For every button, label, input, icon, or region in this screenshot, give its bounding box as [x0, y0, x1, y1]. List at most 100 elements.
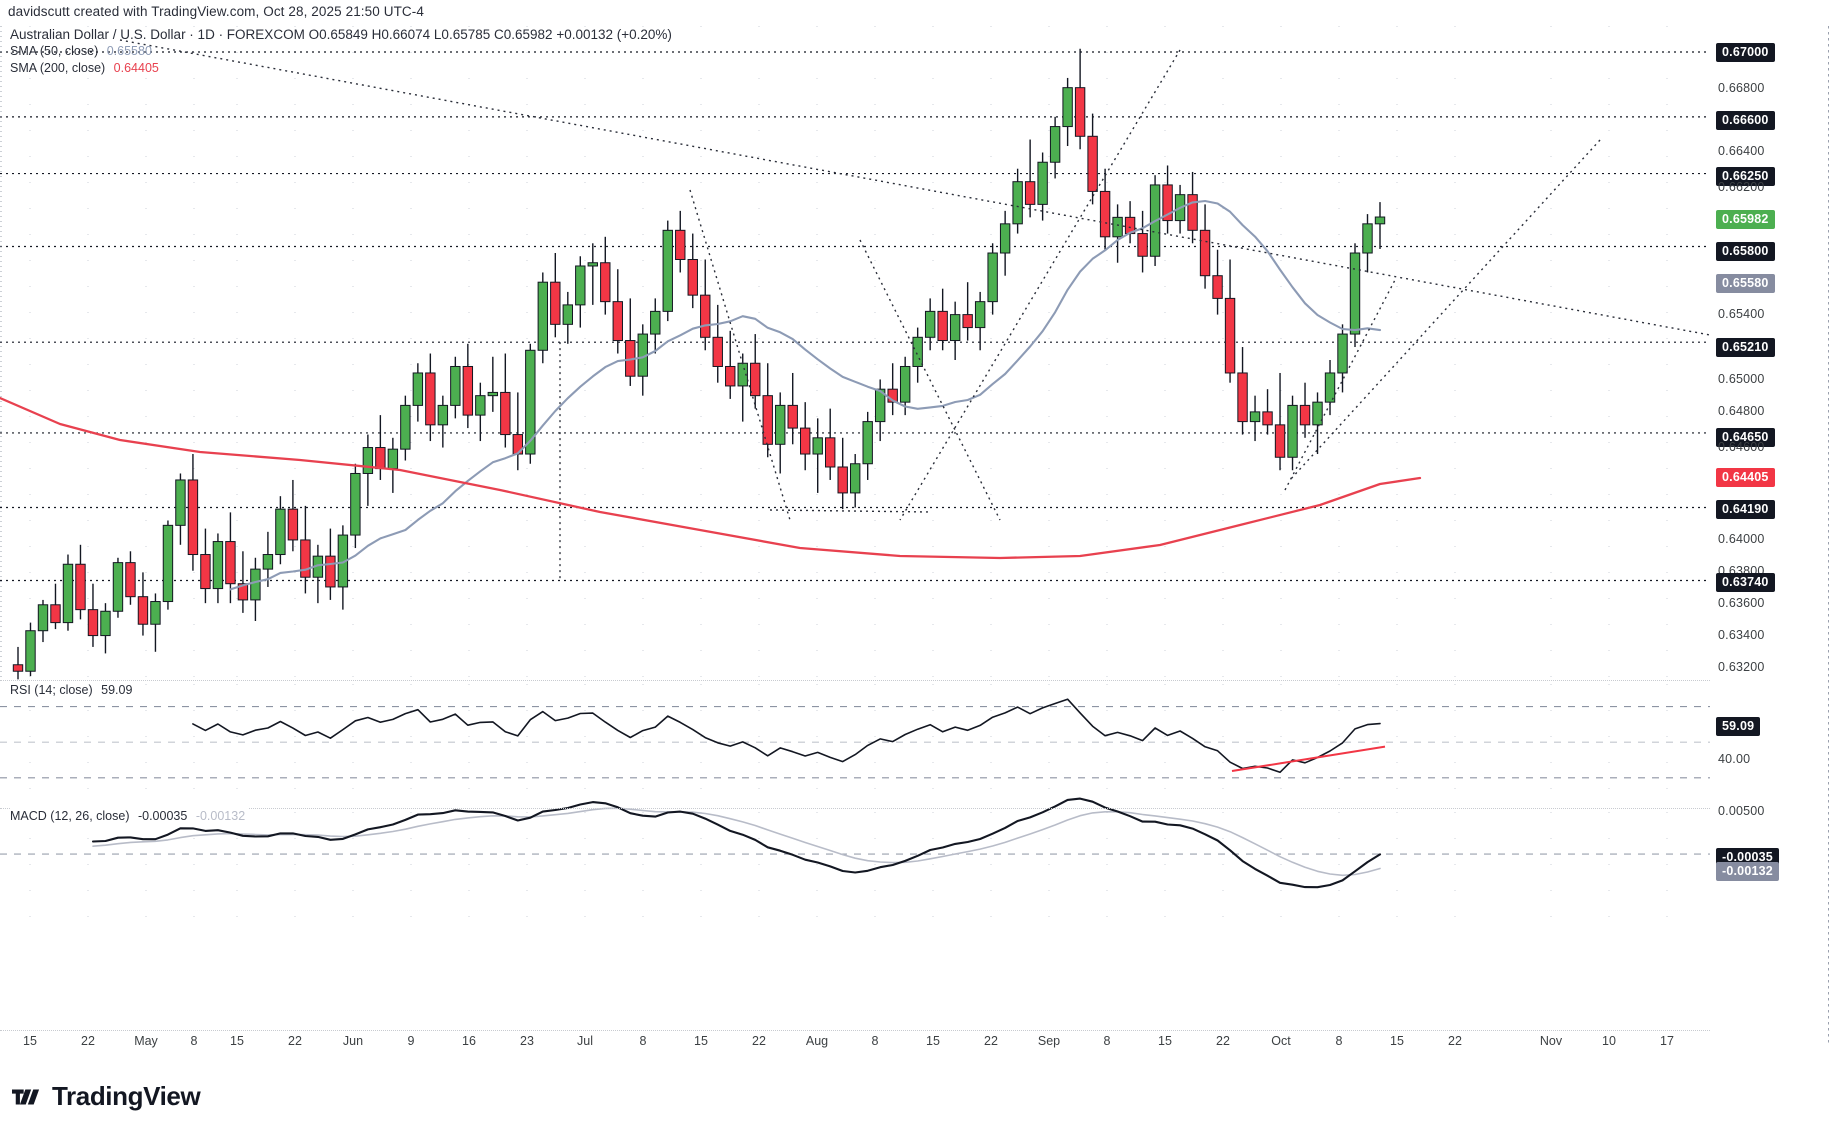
candlestick[interactable] [475, 382, 486, 442]
candlestick[interactable] [1299, 382, 1311, 438]
candlestick[interactable] [437, 395, 449, 448]
candlestick[interactable] [337, 525, 349, 610]
macd-line[interactable] [91, 797, 1382, 889]
wedge-lower-line[interactable] [859, 239, 1001, 521]
candlestick[interactable] [200, 528, 211, 604]
candlestick[interactable] [75, 544, 86, 620]
price-axis-tick-13[interactable]: 0.64650 [1716, 428, 1775, 447]
candlestick[interactable] [212, 533, 224, 604]
price-axis-tick-8[interactable]: 0.65580 [1716, 274, 1775, 293]
candlestick[interactable] [450, 356, 461, 419]
candlestick[interactable] [750, 334, 761, 409]
rising-channel-lower[interactable] [899, 49, 1181, 521]
candlestick[interactable] [250, 557, 261, 621]
candlestick[interactable] [937, 288, 948, 351]
candlestick[interactable] [874, 379, 886, 442]
rsi-axis-tick-0[interactable]: 59.09 [1716, 717, 1761, 736]
candlestick[interactable] [962, 282, 973, 341]
sma-200-line[interactable] [0, 396, 1422, 560]
candlestick[interactable] [800, 402, 811, 471]
candlestick[interactable] [350, 463, 361, 549]
wedge-upper-line[interactable] [689, 189, 791, 521]
candlestick[interactable] [175, 473, 186, 545]
price-axis-tick-10[interactable]: 0.65210 [1716, 338, 1775, 357]
candlestick[interactable] [1287, 395, 1298, 471]
macd-axis-tick-2[interactable]: -0.00132 [1716, 862, 1779, 881]
macd-legend[interactable]: MACD (12, 26, close) -0.00035 -0.00132 [10, 808, 250, 825]
price-axis-tick-2[interactable]: 0.66600 [1716, 111, 1775, 130]
candlestick[interactable] [1012, 168, 1023, 234]
candlestick[interactable] [1187, 171, 1198, 244]
candlestick[interactable] [862, 411, 873, 480]
candlestick[interactable] [725, 330, 736, 399]
candlestick[interactable] [487, 356, 499, 412]
candlestick[interactable] [1374, 202, 1386, 249]
candlestick[interactable] [662, 220, 673, 322]
rsi-trendline[interactable] [1231, 745, 1386, 773]
candlestick[interactable] [775, 392, 786, 474]
candlestick[interactable] [287, 479, 299, 552]
short-rising-line[interactable] [1284, 279, 1396, 491]
candlestick[interactable] [825, 408, 836, 480]
candlestick[interactable] [300, 505, 311, 594]
sma-50-line[interactable] [229, 199, 1382, 591]
candlestick[interactable] [50, 583, 61, 630]
candlestick[interactable] [974, 291, 986, 351]
candlestick[interactable] [625, 298, 636, 386]
candlestick[interactable] [1212, 249, 1223, 315]
candlestick[interactable] [999, 210, 1011, 276]
candlestick[interactable] [12, 646, 24, 680]
candlestick[interactable] [1362, 214, 1373, 273]
candlestick[interactable] [1124, 201, 1136, 244]
candlestick[interactable] [537, 272, 549, 364]
candlestick[interactable] [275, 496, 286, 565]
candlestick[interactable] [912, 327, 923, 383]
candlestick[interactable] [1312, 392, 1323, 455]
candlestick[interactable] [924, 298, 936, 351]
candlestick[interactable] [462, 343, 474, 429]
candlestick[interactable] [1087, 113, 1098, 205]
candlestick[interactable] [849, 454, 861, 508]
time-axis[interactable]: 15 22 May 8 15 22 Jun 9 16 23 Jul 8 15 22 Aug 8 15 22 Sep 8… [0, 1030, 1835, 1064]
candlestick[interactable] [612, 269, 623, 354]
candlestick[interactable] [1062, 77, 1073, 147]
ascending-support-line[interactable] [769, 509, 931, 513]
candlestick[interactable] [1049, 116, 1061, 179]
candlestick[interactable] [1274, 372, 1286, 471]
candlestick[interactable] [112, 557, 124, 618]
candlestick[interactable] [1237, 347, 1248, 435]
price-axis-tick-15[interactable]: 0.64405 [1716, 468, 1775, 487]
candlestick[interactable] [412, 363, 424, 422]
rising-channel-upper[interactable] [1289, 139, 1601, 481]
candlestick[interactable] [1074, 48, 1086, 150]
price-pane[interactable] [0, 26, 1711, 680]
candlestick[interactable] [587, 243, 598, 305]
candlestick[interactable] [650, 298, 661, 354]
price-axis-tick-6[interactable]: 0.65982 [1716, 210, 1775, 229]
candlestick[interactable] [87, 583, 99, 647]
candlestick[interactable] [1037, 152, 1048, 221]
candlestick[interactable] [150, 593, 161, 652]
candlestick[interactable] [375, 415, 386, 480]
candlestick[interactable] [312, 544, 324, 604]
legend-symbol-row[interactable]: Australian Dollar / U.S. Dollar · 1D · F… [10, 26, 672, 43]
candlestick[interactable] [162, 520, 174, 610]
candlestick[interactable] [1137, 210, 1148, 273]
candlestick[interactable] [700, 259, 711, 351]
candlestick[interactable] [237, 551, 249, 613]
candlestick[interactable] [887, 363, 898, 416]
candlestick[interactable] [1099, 168, 1111, 250]
candlestick[interactable] [262, 531, 274, 587]
macd-pane[interactable]: MACD (12, 26, close) -0.00035 -0.00132 [0, 797, 1710, 922]
legend-sma200-row[interactable]: SMA (200, close) 0.64405 [10, 60, 672, 77]
candlestick[interactable] [362, 434, 374, 506]
candlestick[interactable] [387, 437, 399, 493]
price-axis-tick-4[interactable]: 0.66250 [1716, 167, 1775, 186]
candlestick[interactable] [1199, 204, 1211, 289]
macd-signal-line[interactable] [92, 807, 1381, 877]
candlestick[interactable] [512, 392, 524, 471]
candlestick[interactable] [1337, 324, 1348, 393]
candlestick[interactable] [225, 512, 236, 604]
candlestick[interactable] [137, 572, 149, 636]
candlestick[interactable] [812, 418, 823, 493]
